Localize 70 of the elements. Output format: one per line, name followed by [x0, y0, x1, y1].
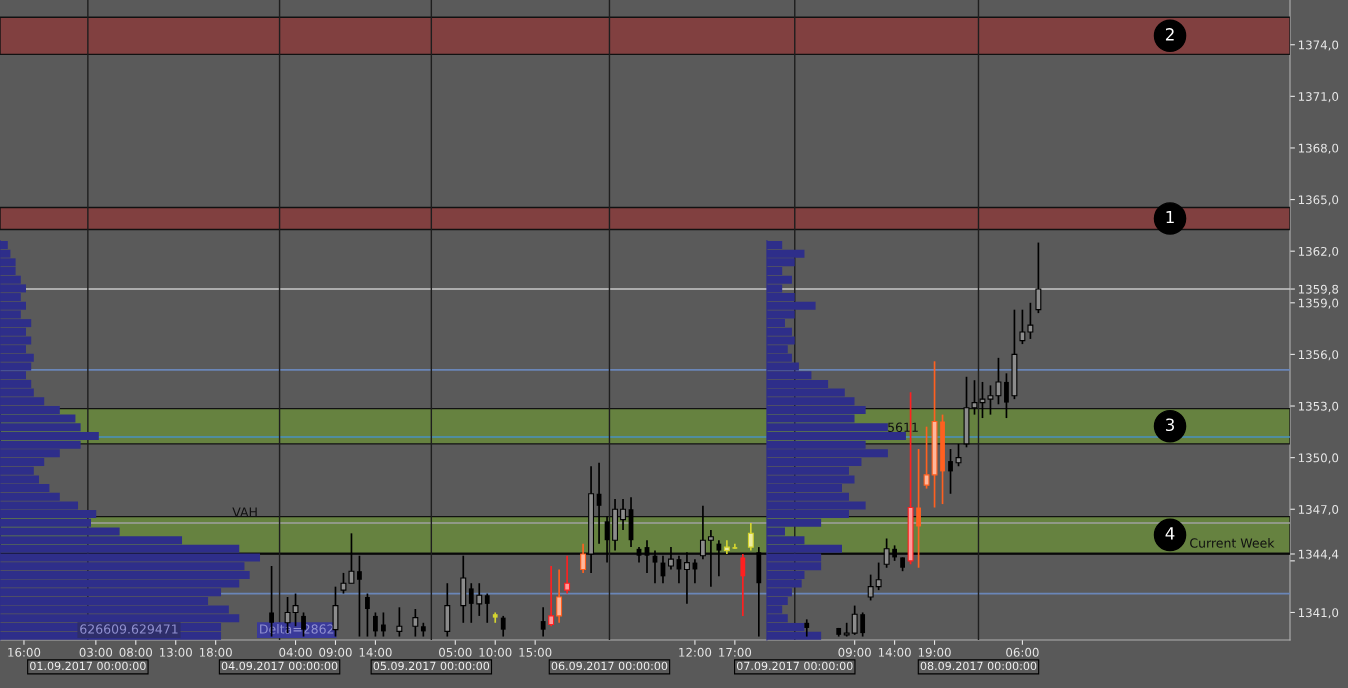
candlestick [860, 611, 866, 638]
candlestick [548, 565, 555, 628]
candlestick [747, 522, 754, 552]
candlestick [580, 542, 587, 574]
y-tick-label: 1344,4 [1298, 549, 1339, 560]
candlestick [540, 606, 546, 638]
y-tick-label: 1359,0 [1298, 298, 1339, 309]
x-tick-label: 15:00 [519, 647, 552, 657]
y-tick-label: 1368,0 [1298, 143, 1339, 154]
y-tick-label: 1362,0 [1298, 246, 1339, 258]
y-tick-label: 1365,0 [1298, 195, 1339, 206]
candlestick [484, 592, 490, 624]
candlestick [740, 553, 746, 617]
x-tick-label: 04:00 [279, 647, 312, 657]
y-tick-label: 1374,0 [1298, 40, 1339, 51]
x-tick-label: 05:00 [439, 647, 472, 657]
candlestick [381, 611, 386, 638]
annotation: 626609.629471 [80, 624, 178, 634]
candlestick [851, 604, 858, 636]
candlestick [923, 425, 930, 490]
text: 01.09.2017 00:00:00 [30, 661, 146, 671]
ref-line-label: Current Week [1190, 538, 1275, 548]
band-label: 3 [1166, 418, 1174, 432]
y-tick-label: 1359,8 [1298, 284, 1339, 295]
text: 05.09.2017 00:00:00 [373, 661, 490, 671]
candlestick [556, 568, 563, 624]
text: 04.09.2017 00:00:00 [221, 661, 338, 671]
band-label: 1 [1166, 210, 1174, 224]
candlestick [476, 582, 483, 617]
candlestick [948, 448, 953, 495]
candlestick [843, 621, 850, 638]
candlestick [412, 608, 419, 638]
x-tick-label: 17:00 [719, 647, 752, 657]
candlestick [365, 592, 370, 638]
x-tick-label: 03:00 [79, 647, 113, 657]
band-label: 4 [1165, 527, 1175, 540]
y-tick-label: 1353,0 [1298, 401, 1339, 412]
candlestick [875, 561, 882, 591]
x-tick-label: 19:00 [918, 647, 951, 657]
y-tick-label: 1350,0 [1298, 453, 1339, 464]
y-tick-label: 1341,0 [1298, 608, 1339, 619]
x-tick-label: 16:00 [8, 647, 41, 657]
text: 08.09.2017 00:00:00 [920, 661, 1037, 671]
x-tick-label: 14:00 [878, 647, 911, 657]
candlestick [500, 615, 506, 638]
candlestick [564, 554, 571, 595]
candlestick [1035, 241, 1042, 314]
text: 07.09.2017 00:00:00 [736, 661, 853, 671]
x-tick-label: 10:00 [479, 647, 512, 657]
y-tick-label: 1371,0 [1298, 92, 1339, 103]
x-tick-label: 09:00 [838, 647, 871, 657]
x-tick-label: 08:00 [119, 647, 153, 657]
y-tick-label: 1347,0 [1298, 504, 1339, 516]
x-tick-label: 06:00 [1006, 647, 1039, 657]
candlestick [916, 448, 921, 569]
candlestick [373, 611, 378, 638]
x-tick-label: 18:00 [199, 647, 232, 657]
candlestick [1019, 308, 1026, 345]
x-tick-label: 12:00 [679, 647, 712, 657]
x-tick-label: 09:00 [319, 647, 352, 657]
band-label: 2 [1165, 28, 1174, 41]
text: 06.09.2017 00:00:00 [551, 661, 668, 671]
x-tick-label: 13:00 [160, 647, 192, 657]
candlestick [1027, 301, 1034, 340]
candlestick [867, 573, 874, 602]
x-tick-label: 14:00 [359, 647, 392, 657]
candlestick [804, 618, 810, 638]
candlestick [396, 606, 403, 638]
candlestick [468, 582, 474, 624]
y-tick-label: 1356,0 [1298, 350, 1339, 361]
